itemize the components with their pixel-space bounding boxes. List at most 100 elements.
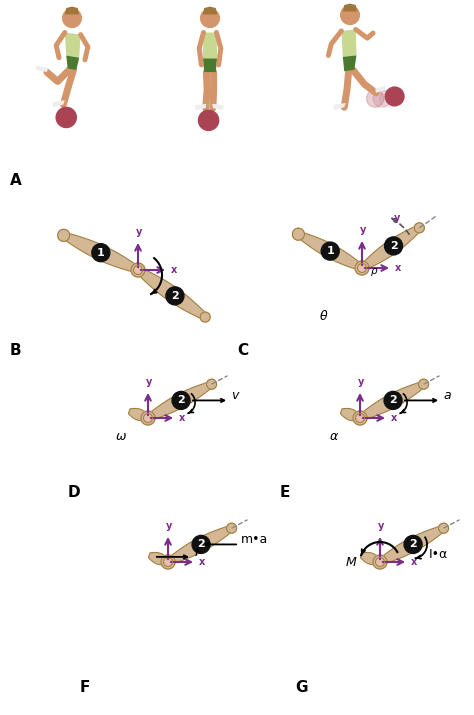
Polygon shape xyxy=(65,32,81,58)
Circle shape xyxy=(373,90,390,107)
Text: 1: 1 xyxy=(97,247,105,257)
Text: y: y xyxy=(358,377,364,387)
Circle shape xyxy=(56,107,76,127)
Circle shape xyxy=(199,110,219,130)
Circle shape xyxy=(192,536,210,553)
Text: F: F xyxy=(80,680,91,695)
Circle shape xyxy=(207,379,217,389)
Text: y: y xyxy=(166,521,172,531)
Text: 2: 2 xyxy=(409,539,417,549)
Text: y: y xyxy=(360,225,366,235)
Text: G: G xyxy=(295,680,308,695)
Circle shape xyxy=(201,9,219,27)
Text: 2: 2 xyxy=(197,539,205,549)
Circle shape xyxy=(321,242,339,260)
Circle shape xyxy=(144,413,153,423)
Polygon shape xyxy=(62,232,139,273)
Text: α: α xyxy=(330,430,338,443)
Polygon shape xyxy=(36,66,48,72)
Circle shape xyxy=(227,523,237,533)
Circle shape xyxy=(380,90,397,107)
Text: A: A xyxy=(10,173,22,188)
Circle shape xyxy=(385,87,404,106)
Circle shape xyxy=(161,555,175,569)
Circle shape xyxy=(366,90,384,107)
Text: x: x xyxy=(179,413,185,423)
Circle shape xyxy=(373,555,387,569)
Polygon shape xyxy=(360,225,421,270)
Text: x: x xyxy=(171,265,177,275)
Circle shape xyxy=(375,558,384,566)
Circle shape xyxy=(164,558,173,566)
Polygon shape xyxy=(203,32,217,59)
Text: 2: 2 xyxy=(177,395,185,405)
Text: θ: θ xyxy=(320,310,328,323)
Circle shape xyxy=(341,6,359,24)
Text: D: D xyxy=(68,485,81,500)
Circle shape xyxy=(353,411,367,425)
Text: F: F xyxy=(195,546,202,559)
Circle shape xyxy=(58,230,70,242)
Polygon shape xyxy=(212,104,224,110)
Text: B: B xyxy=(10,343,22,358)
Polygon shape xyxy=(340,408,361,420)
Text: m•a: m•a xyxy=(241,533,268,546)
Circle shape xyxy=(92,244,110,262)
Polygon shape xyxy=(379,526,445,565)
Circle shape xyxy=(438,523,448,533)
Text: E: E xyxy=(280,485,291,500)
Polygon shape xyxy=(360,553,381,565)
Circle shape xyxy=(384,237,402,255)
Polygon shape xyxy=(358,381,425,421)
Text: M: M xyxy=(346,556,357,569)
Text: y: y xyxy=(378,521,384,531)
Text: x: x xyxy=(395,263,401,273)
Text: x: x xyxy=(199,557,205,567)
Polygon shape xyxy=(343,55,356,72)
Polygon shape xyxy=(53,100,65,107)
Polygon shape xyxy=(65,6,79,14)
Circle shape xyxy=(63,9,82,27)
Circle shape xyxy=(419,379,428,389)
Text: 2: 2 xyxy=(389,395,397,405)
Polygon shape xyxy=(166,526,233,565)
Text: ω: ω xyxy=(116,430,127,443)
Polygon shape xyxy=(343,4,357,11)
Circle shape xyxy=(404,536,422,553)
Circle shape xyxy=(414,223,424,233)
Text: y: y xyxy=(146,377,152,387)
Text: x: x xyxy=(391,413,397,423)
Circle shape xyxy=(141,411,155,425)
Polygon shape xyxy=(333,103,346,110)
Text: ρ: ρ xyxy=(371,266,378,276)
Polygon shape xyxy=(146,381,213,421)
Circle shape xyxy=(131,263,145,277)
Circle shape xyxy=(355,261,369,275)
Polygon shape xyxy=(203,6,217,14)
Polygon shape xyxy=(195,104,206,110)
Text: 2: 2 xyxy=(171,291,179,301)
Polygon shape xyxy=(128,408,149,420)
Circle shape xyxy=(357,264,366,272)
Text: 2: 2 xyxy=(390,241,397,251)
Polygon shape xyxy=(136,267,207,320)
Circle shape xyxy=(200,312,210,322)
Circle shape xyxy=(166,287,184,305)
Circle shape xyxy=(172,391,190,410)
Text: I•α: I•α xyxy=(429,548,448,561)
Polygon shape xyxy=(341,29,356,56)
Circle shape xyxy=(384,391,402,410)
Circle shape xyxy=(356,413,365,423)
Polygon shape xyxy=(203,59,217,72)
Text: v: v xyxy=(231,390,238,403)
Polygon shape xyxy=(297,232,364,271)
Circle shape xyxy=(134,265,143,275)
Text: a: a xyxy=(443,390,451,403)
Text: y: y xyxy=(136,227,142,237)
Polygon shape xyxy=(148,553,169,565)
Text: C: C xyxy=(237,343,248,358)
Text: y: y xyxy=(394,213,401,223)
Text: x: x xyxy=(411,557,417,567)
Polygon shape xyxy=(66,56,79,70)
Text: 1: 1 xyxy=(326,246,334,256)
